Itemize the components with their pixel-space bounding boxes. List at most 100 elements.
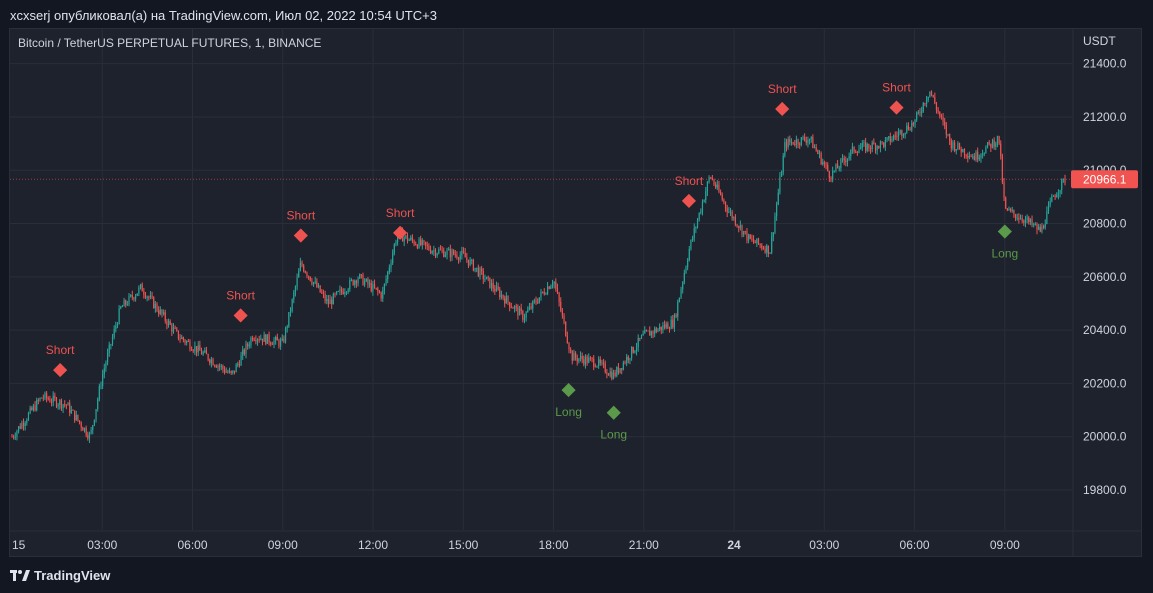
- candle-body: [270, 342, 272, 345]
- candle-body: [970, 156, 972, 158]
- candle-body: [245, 344, 247, 355]
- candle-body: [1024, 219, 1027, 223]
- candle-body: [581, 355, 583, 360]
- candle-body: [24, 423, 26, 426]
- chart-panel[interactable]: [9, 28, 1142, 557]
- candle-body: [1038, 226, 1040, 230]
- candle-body: [163, 312, 165, 314]
- y-tick-label: 21400.0: [1083, 57, 1127, 71]
- candle-body: [772, 232, 774, 237]
- candle-body: [309, 276, 311, 281]
- candle-body: [784, 142, 786, 156]
- candle-body: [219, 365, 221, 367]
- candle-body: [804, 137, 806, 141]
- candle-body: [93, 419, 95, 426]
- candle-body: [481, 268, 483, 271]
- candle-body: [874, 144, 877, 151]
- candle-body: [220, 365, 222, 367]
- candle-body: [509, 302, 511, 308]
- candle-body: [902, 134, 905, 136]
- candle-body: [972, 156, 974, 158]
- candle-body: [627, 356, 629, 360]
- candle-body: [377, 288, 379, 292]
- candle-body: [611, 371, 613, 379]
- candle-body: [485, 276, 488, 280]
- candle-body: [958, 143, 961, 149]
- candle-body: [612, 372, 615, 379]
- x-tick-label: 24: [727, 538, 741, 552]
- candle-body: [426, 245, 428, 246]
- candle-body: [614, 372, 616, 376]
- candle-body: [771, 236, 773, 253]
- candle-body: [69, 403, 71, 413]
- candle-body: [418, 239, 420, 248]
- candle-body: [675, 315, 677, 317]
- candle-body: [286, 326, 288, 329]
- candle-body: [889, 136, 891, 142]
- candle-body: [780, 172, 783, 177]
- candle-body: [927, 96, 929, 100]
- candle-body: [403, 237, 405, 242]
- candle-body: [845, 160, 847, 163]
- candle-body: [504, 298, 506, 304]
- candle-body: [787, 139, 789, 148]
- candle-body: [932, 95, 934, 98]
- candle-body: [634, 350, 636, 353]
- candle-body: [134, 295, 137, 300]
- candle-body: [316, 281, 318, 288]
- candle-body: [176, 328, 178, 331]
- candle-body: [622, 362, 624, 370]
- candle-body: [688, 248, 690, 261]
- candle-body: [90, 430, 92, 434]
- candle-body: [260, 338, 262, 340]
- candle-body: [489, 277, 491, 288]
- candle-body: [993, 140, 995, 147]
- x-tick-label: 15: [12, 538, 26, 552]
- candle-body: [925, 99, 928, 105]
- candle-body: [871, 142, 873, 150]
- candle-body: [917, 112, 919, 113]
- candle-body: [324, 293, 326, 301]
- candle-body: [194, 346, 196, 351]
- candle-body: [533, 300, 535, 302]
- candle-body: [1021, 218, 1023, 221]
- candle-body: [411, 237, 414, 241]
- candle-body: [255, 340, 257, 342]
- short-signal-label: Short: [768, 82, 797, 96]
- candle-body: [1033, 224, 1035, 226]
- candle-body: [462, 250, 465, 253]
- candle-body: [759, 243, 761, 246]
- candle-body: [817, 150, 819, 154]
- candle-body: [312, 282, 315, 284]
- candle-body: [385, 279, 387, 284]
- candle-body: [428, 245, 430, 250]
- candle-body: [332, 293, 334, 305]
- candle-body: [975, 151, 977, 161]
- candle-body: [631, 346, 633, 359]
- candle-body: [566, 335, 568, 344]
- candle-body: [1064, 178, 1066, 183]
- candle-body: [364, 281, 366, 286]
- candle-body: [869, 148, 872, 150]
- candle-body: [830, 177, 832, 180]
- candle-body: [665, 323, 667, 328]
- candle-body: [352, 279, 354, 285]
- candle-body: [451, 250, 453, 258]
- candle-body: [754, 241, 756, 244]
- footer-brand[interactable]: TradingView: [10, 568, 110, 583]
- candle-body: [897, 132, 900, 137]
- candle-body: [1051, 196, 1053, 202]
- candle-body: [505, 296, 507, 304]
- candle-body: [944, 121, 946, 126]
- candle-body: [825, 164, 827, 166]
- candle-body: [683, 272, 685, 283]
- candle-body: [968, 156, 971, 158]
- candle-body: [329, 299, 331, 305]
- candle-body: [21, 422, 23, 429]
- candle-body: [200, 350, 203, 355]
- candle-body: [207, 354, 209, 360]
- candle-body: [288, 312, 290, 327]
- candle-body: [940, 115, 943, 117]
- candle-body: [942, 116, 944, 122]
